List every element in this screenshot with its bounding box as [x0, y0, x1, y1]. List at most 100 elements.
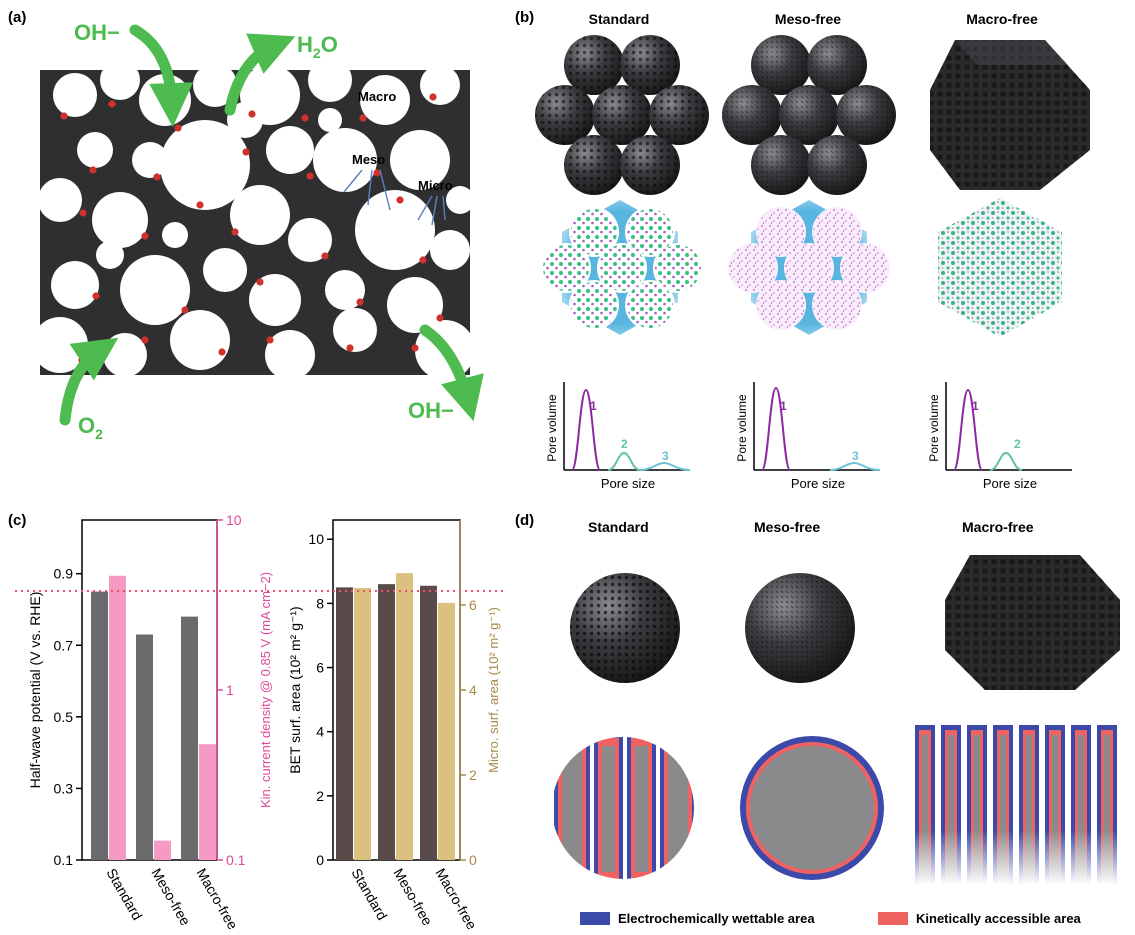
psd-label-3: 3	[662, 449, 669, 463]
psd-peak-2	[608, 453, 640, 470]
psd-xlabel: Pore size	[601, 476, 655, 491]
psd-xlabel: Pore size	[791, 476, 845, 491]
bar-half-wave-potential-0	[91, 592, 108, 860]
bar-half-wave-potential-1	[136, 635, 153, 860]
legend-label-kinetic: Kinetically accessible area	[916, 911, 1082, 926]
y2tick-label-2: 4	[469, 682, 477, 698]
bar-bet-surf-area-1	[378, 584, 395, 860]
micro-label: Micro	[418, 178, 453, 193]
standard-sphere-cluster	[535, 35, 709, 195]
psd-label-1: 1	[590, 399, 597, 413]
bar-micro-surf-area-0	[354, 588, 371, 860]
ytick-label-0: 0.1	[54, 852, 74, 868]
legend-swatch-kinetic	[878, 912, 908, 925]
category-label-2: Macro-free	[193, 866, 241, 933]
bar-kin-current-density-0	[109, 576, 126, 860]
ytick-label-1: 2	[316, 788, 324, 804]
bar-micro-surf-area-1	[396, 573, 413, 860]
psd-label-3: 3	[852, 449, 859, 463]
ytick-label-3: 0.7	[54, 637, 74, 653]
oh-top-label: OH−	[74, 20, 120, 45]
psd-ylabel: Pore volume	[735, 394, 749, 462]
h2o-label: H2O	[297, 32, 338, 61]
psd-xlabel: Pore size	[983, 476, 1037, 491]
psd-plot-standard: 1 2 3 Pore volume Pore size	[545, 382, 690, 491]
macro-free-cross-section	[938, 198, 1062, 337]
panel-a-label: (a)	[8, 9, 26, 26]
ytick-label-5: 10	[308, 531, 324, 547]
bar-bet-surf-area-2	[420, 586, 437, 860]
ytick-label-1: 0.3	[54, 780, 74, 796]
d-col-title-standard: Standard	[588, 519, 649, 535]
chart2-ylabel: BET surf. area (10² m² g⁻¹)	[287, 606, 303, 773]
ytick-label-2: 0.5	[54, 709, 74, 725]
category-label-0: Standard	[348, 866, 390, 923]
standard-channel-cross-section	[551, 730, 696, 890]
category-label-1: Meso-free	[148, 866, 193, 929]
slot-core-2	[635, 746, 648, 872]
slot-core-1	[602, 746, 615, 872]
standard-single-sphere	[570, 573, 680, 683]
bar-half-wave-potential-2	[181, 617, 198, 860]
panel-d: (d) Standard Meso-free Macro-free	[515, 512, 1122, 926]
bar-kin-current-density-2	[199, 744, 216, 860]
y2tick-label-0: 0.1	[226, 852, 246, 868]
chart2-y2label: Micro. surf. area (10² m² g⁻¹)	[486, 607, 501, 773]
col-title-standard: Standard	[589, 11, 650, 27]
panel-b: (b) Standard Meso-free Macro-free	[515, 9, 1090, 491]
category-label-2: Macro-free	[432, 866, 480, 933]
category-label-0: Standard	[103, 866, 145, 923]
psd-peak-3	[640, 463, 690, 470]
col-title-macro-free: Macro-free	[966, 11, 1038, 27]
y2tick-label-3: 6	[469, 597, 477, 613]
category-label-1: Meso-free	[390, 866, 435, 929]
meso-label: Meso	[352, 152, 385, 167]
oh-bottom-label: OH−	[408, 398, 454, 423]
macro-label: Macro	[358, 89, 396, 104]
psd-peak-2	[990, 453, 1022, 470]
psd-plot-macro-free: 1 2 Pore volume Pore size	[927, 382, 1072, 491]
ytick-label-4: 0.9	[54, 566, 74, 582]
ytick-label-3: 6	[316, 660, 324, 676]
legend-swatch-wettable	[580, 912, 610, 925]
bar-kin-current-density-1	[154, 841, 171, 860]
meso-free-cross-section	[728, 200, 890, 335]
chart1-ylabel: Half-wave potential (V vs. RHE)	[27, 592, 43, 789]
ytick-label-0: 0	[316, 852, 324, 868]
macro-free-channel-cross-section	[912, 725, 1122, 885]
d-col-title-macro-free: Macro-free	[962, 519, 1034, 535]
panel-c-label: (c)	[8, 512, 26, 529]
legend: Electrochemically wettable area Kinetica…	[580, 911, 1082, 926]
psd-plot-meso-free: 1 3 Pore volume Pore size	[735, 382, 880, 491]
psd-label-1: 1	[780, 399, 787, 413]
panel-b-label: (b)	[515, 9, 534, 26]
y2tick-label-2: 10	[226, 512, 242, 528]
chart1-y2label: Kin. current density @ 0.85 V (mA cm−2)	[258, 572, 273, 808]
psd-ylabel: Pore volume	[545, 394, 559, 462]
meso-free-single-sphere	[745, 573, 855, 683]
macro-free-hexagon-block	[930, 40, 1090, 190]
half-wave-potential-chart: 0.1 0.3 0.5 0.7 0.9 0.1 1 10 Standard Meso-free…	[27, 512, 273, 932]
bar-micro-surf-area-2	[438, 603, 455, 860]
surface-area-chart: 0246810 0246 Standard Meso-freeMacro-free…	[287, 520, 501, 932]
d-col-title-meso-free: Meso-free	[754, 519, 820, 535]
psd-label-2: 2	[1014, 437, 1021, 451]
panel-d-label: (d)	[515, 512, 534, 529]
o2-label: O2	[78, 413, 103, 442]
psd-label-1: 1	[972, 399, 979, 413]
psd-label-2: 2	[621, 437, 628, 451]
y2tick-label-1: 2	[469, 767, 477, 783]
macro-free-single-block	[945, 555, 1120, 690]
y2tick-label-1: 1	[226, 682, 234, 698]
col-title-meso-free: Meso-free	[775, 11, 841, 27]
psd-ylabel: Pore volume	[927, 394, 941, 462]
ytick-label-4: 8	[316, 595, 324, 611]
meso-free-channel-cross-section	[740, 736, 884, 880]
y2tick-label-0: 0	[469, 852, 477, 868]
meso-free-sphere-cluster	[722, 35, 896, 195]
panel-a: (a)	[0, 9, 475, 442]
bar-bet-surf-area-0	[336, 587, 353, 860]
psd-peak-3	[830, 463, 880, 470]
